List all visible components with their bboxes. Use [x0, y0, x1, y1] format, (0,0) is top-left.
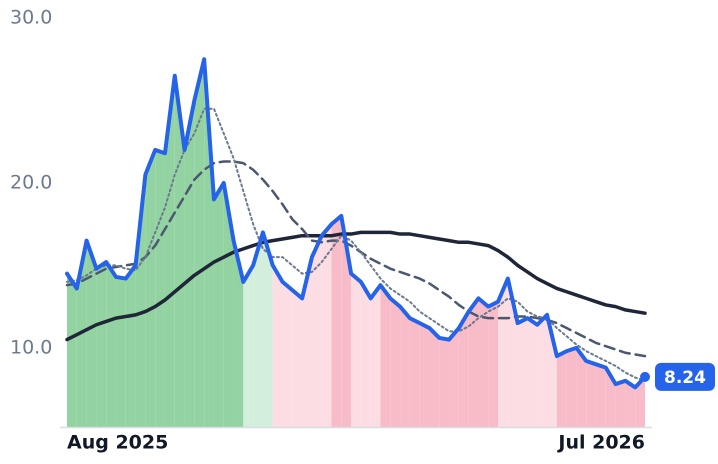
area-segment — [223, 182, 234, 427]
y-tick-label: 10.0 — [10, 336, 52, 358]
x-tick-label: Jul 2026 — [556, 432, 645, 454]
area-segment — [468, 298, 479, 427]
last-point — [640, 371, 650, 382]
area-segment — [458, 311, 469, 427]
y-tick-label: 30.0 — [10, 7, 52, 29]
area-segment — [547, 314, 557, 427]
area-segment — [321, 224, 332, 427]
area-segment — [233, 240, 244, 427]
area-segment — [380, 285, 391, 427]
area-segment — [164, 75, 175, 427]
area-segment — [409, 318, 420, 427]
area-segment — [517, 318, 528, 427]
area-segment — [576, 347, 587, 427]
series-line — [65, 57, 647, 390]
area-segment — [537, 314, 548, 427]
area-segment — [135, 174, 146, 427]
area-segment — [566, 347, 577, 427]
area-segment — [194, 59, 205, 428]
area-segment — [370, 285, 381, 427]
area-segment — [115, 276, 126, 427]
area-segment — [615, 380, 626, 427]
area-segment — [204, 59, 214, 428]
area-segment — [360, 281, 371, 427]
area-segment — [262, 232, 273, 427]
area-segment — [174, 75, 185, 427]
area-segment — [184, 100, 195, 427]
area-segment — [351, 273, 361, 427]
area-segment — [155, 149, 165, 427]
value-badge-label: 8.24 — [664, 368, 706, 388]
area-segment — [106, 262, 116, 427]
area-segment — [125, 265, 136, 427]
area-segment — [390, 298, 401, 427]
y-tick-label: 20.0 — [10, 171, 52, 193]
area-segment — [478, 298, 489, 427]
area-segment — [635, 376, 645, 427]
area-segment — [145, 149, 156, 427]
area-segment — [292, 290, 303, 427]
area-segment — [67, 273, 77, 427]
area-segment — [625, 380, 636, 427]
area-segment — [253, 232, 263, 427]
area-segment — [243, 265, 254, 427]
area-segment — [556, 351, 567, 427]
x-tick-label: Aug 2025 — [67, 432, 168, 454]
area-segment — [331, 215, 342, 427]
area-segment — [282, 281, 293, 427]
area-segment — [419, 323, 430, 427]
area-segment — [400, 306, 410, 427]
area-layer — [67, 59, 645, 428]
area-segment — [596, 364, 606, 427]
area-segment — [96, 262, 107, 427]
value-badge — [655, 362, 715, 391]
area-segment — [311, 235, 322, 427]
area-segment — [449, 328, 459, 427]
series-line — [65, 230, 647, 342]
area-segment — [272, 265, 283, 427]
area-segment — [527, 318, 538, 427]
area-segment — [86, 240, 97, 427]
area-segment — [439, 337, 450, 427]
area-segment — [302, 257, 312, 427]
area-segment — [429, 328, 440, 427]
area-segment — [498, 278, 508, 427]
area-segment — [586, 361, 597, 427]
area-segment — [213, 182, 224, 427]
area-segment — [488, 301, 499, 427]
line-layer — [65, 57, 647, 390]
